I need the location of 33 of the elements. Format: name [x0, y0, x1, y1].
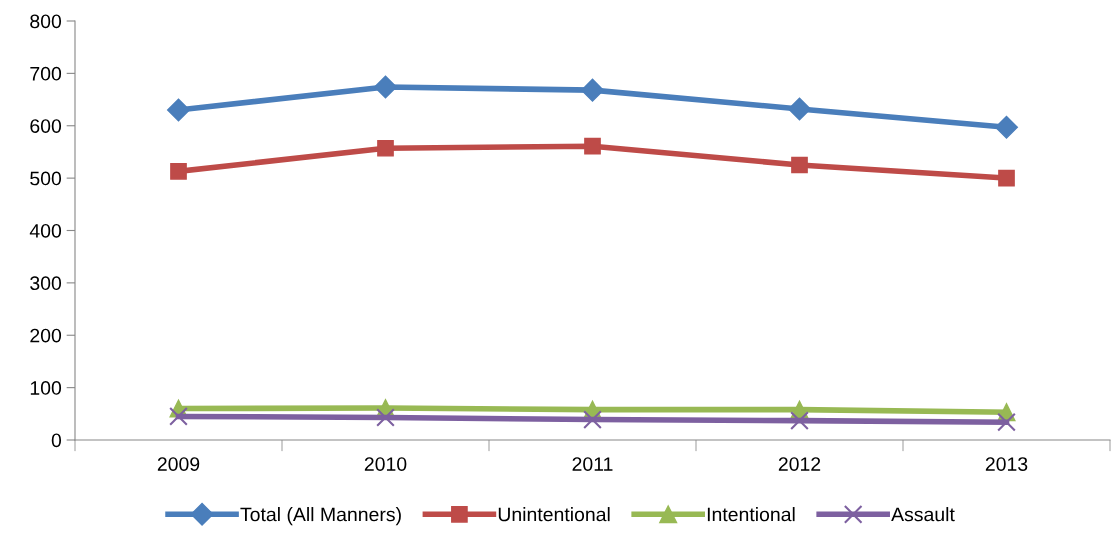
x-tick-label: 2009: [157, 457, 200, 471]
y-tick-label: 0: [51, 433, 62, 448]
point: [788, 97, 811, 121]
legend-label: Total (All Manners): [240, 507, 401, 526]
point: [997, 412, 1016, 432]
point: [995, 115, 1018, 139]
point: [790, 411, 809, 430]
y-tick-label: 800: [30, 14, 62, 29]
y-tick-label: 400: [29, 223, 62, 238]
x-tick-label: 2010: [364, 457, 407, 471]
y-tick-label: 500: [30, 171, 62, 186]
point: [791, 156, 808, 174]
legend-label: Intentional: [707, 507, 795, 522]
x-tick-label: 2011: [572, 457, 613, 471]
y-tick-label: 300: [30, 276, 62, 291]
point: [581, 78, 604, 102]
x-tick-label: 2012: [778, 457, 821, 471]
point: [376, 408, 395, 427]
legend-label: Unintentional: [498, 507, 610, 522]
y-tick-label: 200: [30, 328, 62, 343]
point: [170, 162, 187, 180]
x-tick-label: 2013: [985, 457, 1028, 471]
point: [998, 169, 1015, 187]
point: [583, 410, 602, 429]
point: [584, 137, 601, 155]
point: [374, 75, 397, 99]
point: [169, 407, 188, 426]
point: [167, 98, 190, 122]
point: [377, 139, 394, 157]
y-tick-label: 700: [30, 66, 62, 81]
legend-label: Assault: [891, 507, 955, 522]
y-tick-label: 600: [30, 119, 62, 133]
y-tick-label: 100: [30, 381, 62, 395]
